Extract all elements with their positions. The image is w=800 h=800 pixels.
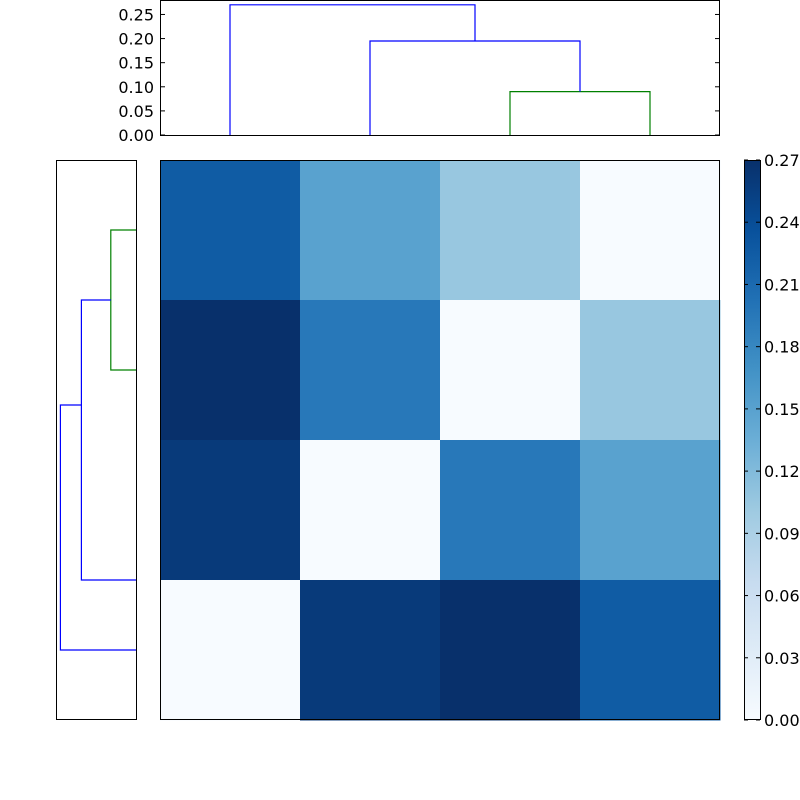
heatmap-cell-r0-c1 [300, 160, 441, 301]
heatmap-cell-r2-c2 [440, 440, 581, 581]
heatmap-cell-r0-c0 [160, 160, 301, 301]
top-dendrogram-yticks: 0.00 0.05 0.10 0.15 0.20 0.25 [118, 5, 720, 145]
heatmap-cell-r3-c3 [580, 580, 721, 721]
colorbar-tick-label: 0.00 [764, 711, 800, 730]
heatmap-cell-r1-c3 [580, 300, 721, 441]
top-ytick-label: 0.05 [118, 102, 154, 121]
heatmap-cell-r3-c0 [160, 580, 301, 721]
top-dendrogram: 0.00 0.05 0.10 0.15 0.20 0.25 [118, 0, 720, 145]
heatmap-cell-r3-c1 [300, 580, 441, 721]
colorbar-tick-label: 0.03 [764, 649, 800, 668]
colorbar: 0.00 0.03 0.06 0.09 0.12 0.15 0.18 0.21 0.24 0.27 [744, 151, 800, 730]
heatmap-cell-r2-c0 [160, 440, 301, 581]
heatmap-cell-r1-c0 [160, 300, 301, 441]
heatmap-cells [160, 160, 721, 721]
heatmap-cell-r2-c1 [300, 440, 441, 581]
colorbar-tick-label: 0.24 [764, 213, 800, 232]
top-ytick-label: 0.20 [118, 30, 154, 49]
colorbar-tick-label: 0.21 [764, 275, 800, 294]
left-dendrogram-link-0 [110, 229, 136, 371]
heatmap [160, 160, 721, 721]
top-dendrogram-link-1 [369, 40, 581, 135]
top-ytick-label: 0.15 [118, 54, 154, 73]
top-dendrogram-links [229, 4, 651, 135]
colorbar-gradient [744, 160, 761, 720]
heatmap-cell-r1-c2 [440, 300, 581, 441]
left-dendrogram-frame [56, 160, 137, 720]
left-dendrogram-link-2 [59, 404, 136, 651]
top-dendrogram-link-0 [509, 91, 651, 135]
colorbar-tick-label: 0.09 [764, 524, 800, 543]
colorbar-tick-label: 0.15 [764, 400, 800, 419]
heatmap-frame [160, 160, 720, 720]
left-dendrogram-link-1 [80, 299, 136, 581]
colorbar-tick-label: 0.12 [764, 462, 800, 481]
heatmap-cell-r1-c1 [300, 300, 441, 441]
top-ytick-label: 0.00 [118, 126, 154, 145]
colorbar-tick-label: 0.27 [764, 151, 800, 170]
top-ytick-label: 0.25 [118, 5, 154, 24]
colorbar-tick-label: 0.06 [764, 587, 800, 606]
left-dendrogram-links [59, 229, 136, 651]
heatmap-cell-r0-c2 [440, 160, 581, 301]
colorbar-ticks: 0.00 0.03 0.06 0.09 0.12 0.15 0.18 0.21 0.24 0.27 [744, 151, 800, 730]
top-ytick-label: 0.10 [118, 78, 154, 97]
heatmap-cell-r0-c3 [580, 160, 721, 301]
heatmap-cell-r2-c3 [580, 440, 721, 581]
heatmap-cell-r3-c2 [440, 580, 581, 721]
top-dendrogram-frame [160, 0, 720, 136]
left-dendrogram [56, 160, 137, 720]
colorbar-tick-label: 0.18 [764, 338, 800, 357]
top-dendrogram-link-2 [229, 4, 476, 135]
